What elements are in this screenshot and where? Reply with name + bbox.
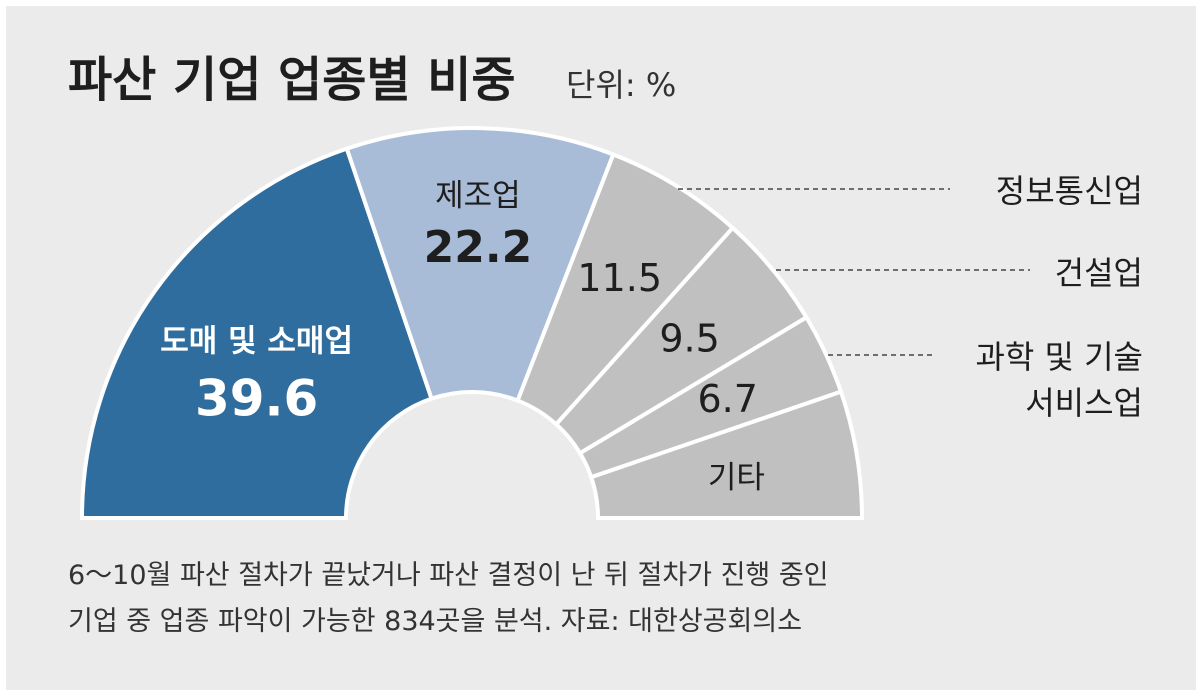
ext-label-info: 정보통신업 xyxy=(996,172,1143,210)
value-label-science-tech: 6.7 xyxy=(698,377,758,421)
half-donut-chart: 파산 기업 업종별 비중 단위: % 도매 및 소매업 39.6 제조업 22.2 11… xyxy=(68,52,1143,637)
chart-panel: 파산 기업 업종별 비중 단위: % 도매 및 소매업 39.6 제조업 22.2 11… xyxy=(6,6,1196,690)
slice-manufacturing xyxy=(344,126,616,404)
ext-label-science-line2: 서비스업 xyxy=(1025,384,1143,422)
slice-label-other: 기타 xyxy=(708,460,765,496)
value-label-info-comm: 11.5 xyxy=(577,256,662,300)
slice-label-manufacturing: 제조업 xyxy=(435,178,521,214)
footnote-line2: 기업 중 업종 파악이 가능한 834곳을 분석. 자료: 대한상공회의소 xyxy=(68,606,802,637)
ext-label-science-line1: 과학 및 기술 xyxy=(975,338,1143,376)
ext-label-construction: 건설업 xyxy=(1055,254,1143,292)
slice-group xyxy=(79,126,865,520)
value-label-wholesale-retail: 39.6 xyxy=(195,370,318,428)
slice-other xyxy=(588,389,865,520)
chart-title: 파산 기업 업종별 비중 xyxy=(68,52,516,108)
unit-label: 단위: % xyxy=(566,66,676,104)
label-group: 도매 및 소매업 39.6 제조업 22.2 11.5 9.5 6.7 기타 xyxy=(160,178,765,496)
slice-wholesale-retail xyxy=(79,146,435,520)
slice-label-wholesale-retail: 도매 및 소매업 xyxy=(160,324,353,360)
footnote-line1: 6～10월 파산 절차가 끝났거나 파산 결정이 난 뒤 절차가 진행 중인 xyxy=(68,560,829,591)
value-label-manufacturing: 22.2 xyxy=(424,222,533,273)
value-label-construction: 9.5 xyxy=(659,317,719,361)
